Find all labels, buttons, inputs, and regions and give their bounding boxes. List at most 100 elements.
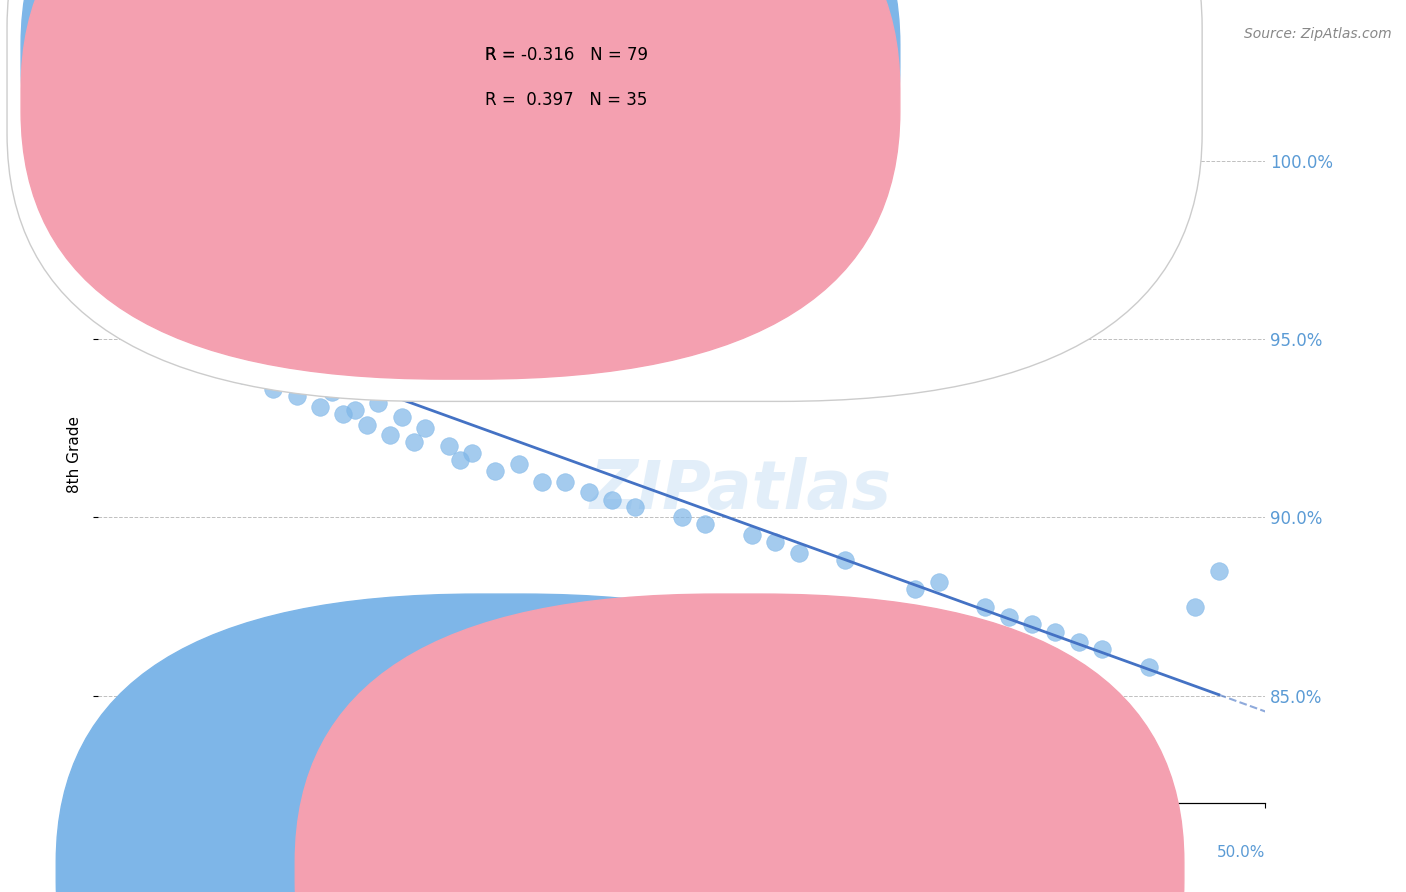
Point [150,300,173,314]
Point [1114,171,1136,186]
Point [105,253,128,268]
Point [139,296,162,310]
Point [159,307,181,321]
Point [997,610,1019,624]
Point [344,232,367,246]
Text: Guyanese: Guyanese [534,863,610,877]
Point [321,385,343,400]
Point [97,239,120,253]
Point [193,318,215,332]
Point [274,368,297,382]
Point [367,396,389,410]
Point [695,517,717,532]
Point [904,189,927,203]
Point [974,182,997,196]
Point [356,417,378,432]
Point [367,243,389,257]
Point [129,257,152,271]
Text: GUYANESE VS ISRAELI 8TH GRADE CORRELATION CHART: GUYANESE VS ISRAELI 8TH GRADE CORRELATIO… [98,44,651,62]
Point [108,246,131,260]
Text: ZIPatlas: ZIPatlas [589,457,891,523]
Point [787,546,810,560]
Point [101,239,124,253]
Point [321,225,343,239]
Point [484,464,506,478]
Point [741,528,763,542]
Point [1137,660,1160,674]
Point [974,599,997,614]
Point [162,296,184,310]
Point [228,285,250,300]
Point [904,582,927,596]
Point [204,325,226,339]
Point [146,303,169,318]
Point [228,321,250,335]
Point [180,310,202,325]
Point [437,268,460,282]
Point [152,314,174,328]
Point [1067,175,1090,189]
Point [787,196,810,211]
Point [449,453,471,467]
Text: Source: ZipAtlas.com: Source: ZipAtlas.com [1244,27,1392,41]
Point [554,214,576,228]
Point [215,332,238,346]
Text: 0.0%: 0.0% [98,845,138,860]
Point [402,435,425,450]
Point [132,285,155,300]
Point [139,264,162,278]
Point [391,289,413,303]
Point [624,500,647,514]
Point [1021,178,1043,193]
Point [143,296,166,310]
Point [600,492,623,507]
Point [193,253,215,268]
Point [1091,642,1114,657]
Point [98,243,121,257]
Text: R = -0.316   N = 79: R = -0.316 N = 79 [485,46,648,64]
Point [118,268,141,282]
Point [152,293,174,307]
Text: 50.0%: 50.0% [1218,845,1265,860]
Point [146,285,169,300]
Point [413,257,436,271]
Point [250,228,273,243]
Point [508,457,530,471]
Point [530,475,553,489]
Point [1208,564,1230,578]
Text: R =: R = [485,46,522,64]
Point [1021,617,1043,632]
Point [239,339,262,353]
Point [928,574,950,589]
Text: R =  0.397   N = 35: R = 0.397 N = 35 [485,91,647,109]
Point [122,250,145,264]
Point [378,428,402,442]
Point [285,389,308,403]
Point [1067,635,1090,649]
Point [136,289,159,303]
Point [274,235,297,250]
Point [120,271,142,285]
Point [297,375,319,389]
Point [134,278,156,293]
Point [166,314,188,328]
Point [125,275,148,289]
Point [222,360,245,375]
Point [132,282,155,296]
Point [186,335,208,350]
Point [391,410,413,425]
Y-axis label: 8th Grade: 8th Grade [66,417,82,493]
Point [1045,624,1067,639]
Point [200,346,222,360]
Point [112,257,135,271]
Point [332,407,354,421]
Point [111,268,134,282]
Point [834,553,856,567]
Point [159,325,181,339]
Point [413,421,436,435]
Point [169,303,191,318]
Point [250,350,273,364]
Point [125,278,148,293]
Point [578,485,600,500]
Point [344,403,367,417]
